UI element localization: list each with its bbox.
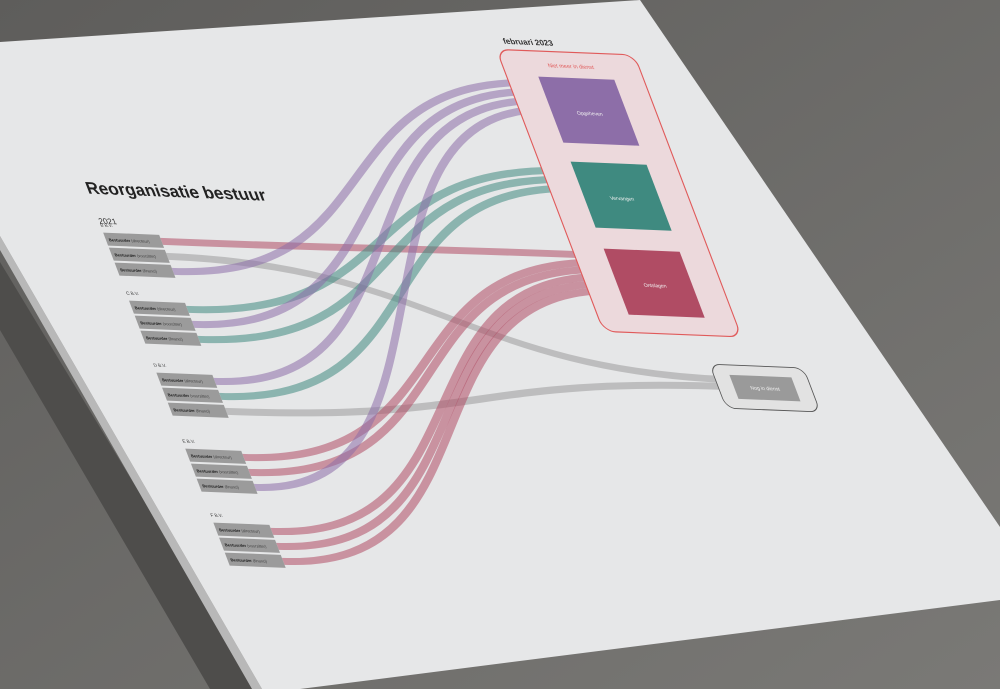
role-name: Bestuurder xyxy=(167,392,190,398)
companies: B B.V.Bestuurder (directeur)Bestuurder (… xyxy=(99,223,286,568)
role-box xyxy=(196,478,258,494)
role-qualifier: (financi) xyxy=(141,268,159,273)
role-label: Bestuurder (directeur) xyxy=(108,237,151,243)
flow-B-opgeheven xyxy=(171,79,542,275)
node-ontslagen-label: Ontslagen xyxy=(643,283,668,290)
role-name: Bestuurder xyxy=(161,377,184,383)
role-name: Bestuurder xyxy=(145,335,168,341)
role-name: Bestuurder xyxy=(108,237,131,243)
role-box xyxy=(140,330,202,346)
flow-F-ontslagen xyxy=(276,280,619,550)
role-box xyxy=(213,522,275,538)
role-qualifier: (directeur) xyxy=(155,306,177,312)
flow-E-ontslagen xyxy=(242,259,611,461)
role-qualifier: (financi) xyxy=(166,336,184,341)
role-name: Bestuurder xyxy=(114,252,137,258)
flow-C-opgeheven xyxy=(191,88,546,328)
role-qualifier: (voorzitter) xyxy=(161,321,184,327)
role-label: Bestuurder (directeur) xyxy=(134,305,177,311)
role-label: Bestuurder (directeur) xyxy=(161,377,204,383)
role-label: Bestuurder (voorzitter) xyxy=(139,320,183,327)
role-name: Bestuurder xyxy=(173,407,196,413)
flow-C-vervangen xyxy=(197,175,579,344)
role-qualifier: (directeur) xyxy=(129,238,151,244)
role-label: Bestuurder (financi) xyxy=(145,335,184,341)
role-name: Bestuurder xyxy=(224,542,247,548)
role-qualifier: (voorzitter) xyxy=(217,469,240,475)
node-nog-label: Nog in dienst xyxy=(750,386,782,393)
niet-meer-group-label: Niet meer in dienst xyxy=(547,63,595,71)
node-vervangen xyxy=(570,161,672,231)
role-label: Bestuurder (directeur) xyxy=(218,527,261,533)
role-qualifier: (voorzitter) xyxy=(135,253,158,259)
role-qualifier: (directeur) xyxy=(182,378,204,384)
year-end: februari 2023 xyxy=(502,37,555,48)
role-name: Bestuurder xyxy=(196,468,219,474)
company-label: F B.V. xyxy=(210,513,224,518)
role-label: Bestuurder (voorzitter) xyxy=(167,392,211,399)
role-label: Bestuurder (financi) xyxy=(173,407,212,413)
role-box xyxy=(134,315,196,331)
role-box xyxy=(108,247,170,263)
role-label: Bestuurder (financi) xyxy=(119,267,158,273)
flow-B-ontslagen xyxy=(160,237,608,260)
company-label: E B.V. xyxy=(181,439,195,444)
flow-F-ontslagen xyxy=(270,273,616,535)
role-label: Bestuurder (voorzitter) xyxy=(196,468,240,475)
diagram: Reorganisatie bestuur 2021 februari 2023… xyxy=(82,37,818,568)
node-opgeheven-label: Opgeheven xyxy=(576,111,604,118)
node-ontslagen xyxy=(603,248,705,318)
company-label: C B.V. xyxy=(125,291,139,296)
node-opgeheven xyxy=(538,76,640,146)
role-box xyxy=(129,300,190,316)
role-label: Bestuurder (voorzitter) xyxy=(114,252,158,259)
role-box xyxy=(114,262,176,278)
role-name: Bestuurder xyxy=(230,557,253,563)
role-qualifier: (financi) xyxy=(251,558,269,563)
role-name: Bestuurder xyxy=(119,267,142,273)
flows xyxy=(160,79,736,565)
year-start: 2021 xyxy=(97,217,118,226)
role-qualifier: (voorzitter) xyxy=(188,393,211,399)
flow-E-ontslagen xyxy=(248,266,613,476)
role-box xyxy=(156,372,218,388)
role-name: Bestuurder xyxy=(139,320,162,326)
flow-D-opgeheven xyxy=(213,97,549,385)
node-vervangen-label: Vervangen xyxy=(609,196,635,203)
node-nog xyxy=(729,374,801,402)
role-box xyxy=(224,552,286,568)
role-qualifier: (financi) xyxy=(194,408,212,413)
role-box xyxy=(103,232,165,248)
role-qualifier: (directeur) xyxy=(211,454,233,460)
role-box xyxy=(167,402,229,418)
flow-F-ontslagen xyxy=(281,287,621,565)
role-name: Bestuurder xyxy=(190,453,213,459)
role-box xyxy=(219,537,281,553)
role-box xyxy=(190,463,252,479)
role-name: Bestuurder xyxy=(134,305,157,311)
role-name: Bestuurder xyxy=(218,527,241,533)
company-label: D B.V. xyxy=(153,363,167,368)
role-label: Bestuurder (financi) xyxy=(201,483,240,489)
flow-E-opgeheven xyxy=(253,106,553,491)
role-qualifier: (voorzitter) xyxy=(245,543,268,549)
role-label: Bestuurder (directeur) xyxy=(190,453,233,459)
role-qualifier: (directeur) xyxy=(239,528,261,534)
role-label: Bestuurder (voorzitter) xyxy=(224,542,268,549)
role-qualifier: (financi) xyxy=(223,484,241,489)
role-box xyxy=(185,448,247,464)
company-label: B B.V. xyxy=(99,223,113,228)
role-box xyxy=(162,387,224,403)
role-label: Bestuurder (financi) xyxy=(230,557,269,563)
flow-B-nog xyxy=(166,252,733,384)
role-name: Bestuurder xyxy=(201,483,224,489)
flow-D-nog xyxy=(224,381,736,417)
